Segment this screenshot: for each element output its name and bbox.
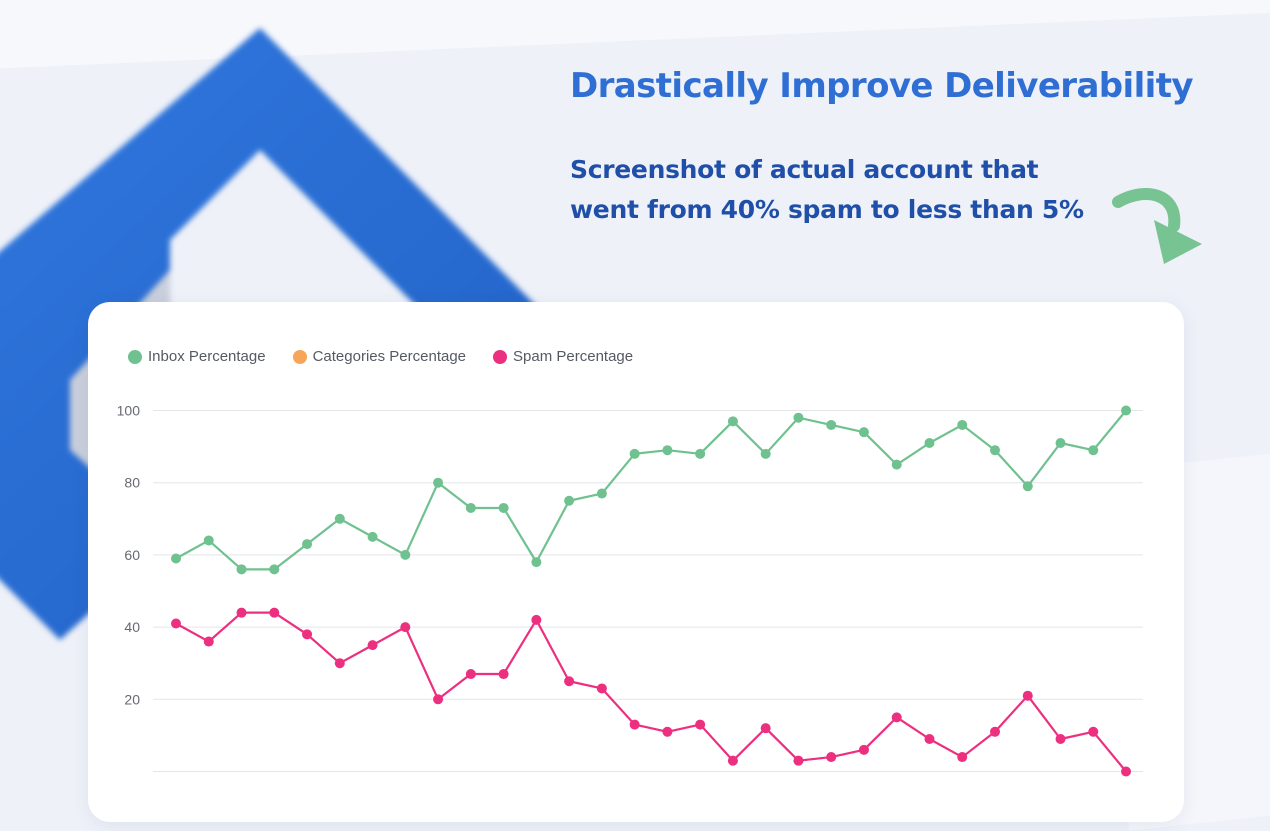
data-point-spam: [367, 640, 378, 651]
legend-item-categories[interactable]: Categories Percentage: [292, 348, 467, 365]
series-inbox: [171, 405, 1132, 575]
series-line-inbox: [175, 409, 1127, 571]
data-point-inbox: [334, 513, 345, 524]
data-point-inbox: [236, 564, 247, 575]
data-point-inbox: [629, 448, 640, 459]
data-point-spam: [793, 755, 804, 766]
curved-arrow-down-icon: [1112, 188, 1202, 264]
data-point-inbox: [531, 557, 542, 568]
legend-dot-inbox: [128, 349, 142, 364]
data-point-spam: [662, 726, 673, 737]
data-point-inbox: [498, 502, 509, 513]
y-tick-label: 60: [124, 547, 140, 563]
data-point-inbox: [465, 502, 476, 513]
data-point-spam: [269, 607, 280, 618]
y-tick-label: 20: [124, 691, 140, 707]
data-point-inbox: [1022, 481, 1033, 492]
data-point-spam: [858, 744, 869, 755]
subhead: Screenshot of actual account that went f…: [570, 150, 1130, 230]
chart-legend: Inbox Percentage Categories Percentage S…: [128, 348, 660, 365]
data-point-inbox: [400, 549, 411, 560]
data-point-inbox: [1055, 437, 1066, 448]
data-point-inbox: [1088, 445, 1099, 456]
legend-item-inbox[interactable]: Inbox Percentage: [128, 348, 266, 365]
data-point-inbox: [858, 427, 869, 438]
legend-dot-categories: [292, 349, 307, 364]
data-point-spam: [433, 694, 444, 705]
series-spam: [171, 607, 1132, 777]
data-point-spam: [1121, 766, 1132, 777]
data-point-spam: [1022, 690, 1033, 701]
data-point-inbox: [727, 416, 738, 427]
data-point-inbox: [171, 553, 181, 564]
y-tick-label: 40: [124, 619, 140, 635]
headline: Drastically Improve Deliverability: [570, 66, 1194, 106]
legend-item-spam[interactable]: Spam Percentage: [493, 348, 633, 365]
data-point-inbox: [957, 419, 968, 430]
data-point-inbox: [269, 564, 280, 575]
data-point-spam: [203, 636, 214, 647]
data-point-spam: [465, 669, 476, 680]
legend-label-spam: Spam Percentage: [513, 348, 634, 365]
data-point-spam: [531, 614, 542, 625]
data-point-inbox: [793, 412, 804, 423]
data-point-inbox: [990, 445, 1000, 456]
data-point-inbox: [924, 437, 935, 448]
data-point-inbox: [662, 445, 673, 456]
data-point-inbox: [302, 539, 313, 550]
data-point-inbox: [433, 477, 444, 488]
series-line-spam: [175, 611, 1127, 773]
subhead-line-1: Screenshot of actual account that: [570, 155, 1039, 184]
legend-label-categories: Categories Percentage: [312, 348, 467, 365]
data-point-spam: [302, 629, 313, 640]
data-point-spam: [1055, 734, 1066, 745]
data-point-inbox: [564, 495, 575, 506]
data-point-spam: [498, 669, 509, 680]
data-point-inbox: [826, 419, 837, 430]
data-point-spam: [564, 676, 575, 687]
legend-dot-spam: [493, 349, 508, 364]
data-point-inbox: [695, 448, 706, 459]
subhead-line-2: went from 40% spam to less than 5%: [570, 195, 1084, 224]
data-point-spam: [400, 622, 411, 633]
data-point-spam: [924, 734, 935, 745]
chart-card: Inbox Percentage Categories Percentage S…: [88, 302, 1184, 822]
data-point-spam: [334, 658, 345, 669]
data-point-inbox: [367, 531, 378, 542]
data-point-spam: [760, 723, 771, 734]
data-point-spam: [596, 683, 607, 694]
grid-lines: [153, 410, 1143, 772]
data-point-inbox: [596, 488, 607, 499]
y-tick-label: 100: [117, 403, 141, 419]
data-point-spam: [990, 726, 1000, 737]
data-point-spam: [629, 719, 640, 730]
data-point-spam: [1088, 726, 1099, 737]
data-point-spam: [891, 712, 902, 723]
data-point-spam: [957, 752, 968, 763]
line-chart: 20 40 60 80 100: [117, 403, 1143, 777]
data-point-inbox: [760, 448, 771, 459]
y-tick-label: 80: [124, 475, 140, 491]
data-point-inbox: [203, 535, 214, 546]
data-point-inbox: [1121, 405, 1132, 416]
data-point-spam: [826, 752, 837, 763]
data-point-inbox: [891, 459, 902, 470]
data-point-spam: [695, 719, 706, 730]
legend-label-inbox: Inbox Percentage: [148, 348, 266, 365]
data-point-spam: [171, 618, 181, 629]
data-point-spam: [727, 755, 738, 766]
data-point-spam: [236, 607, 247, 618]
